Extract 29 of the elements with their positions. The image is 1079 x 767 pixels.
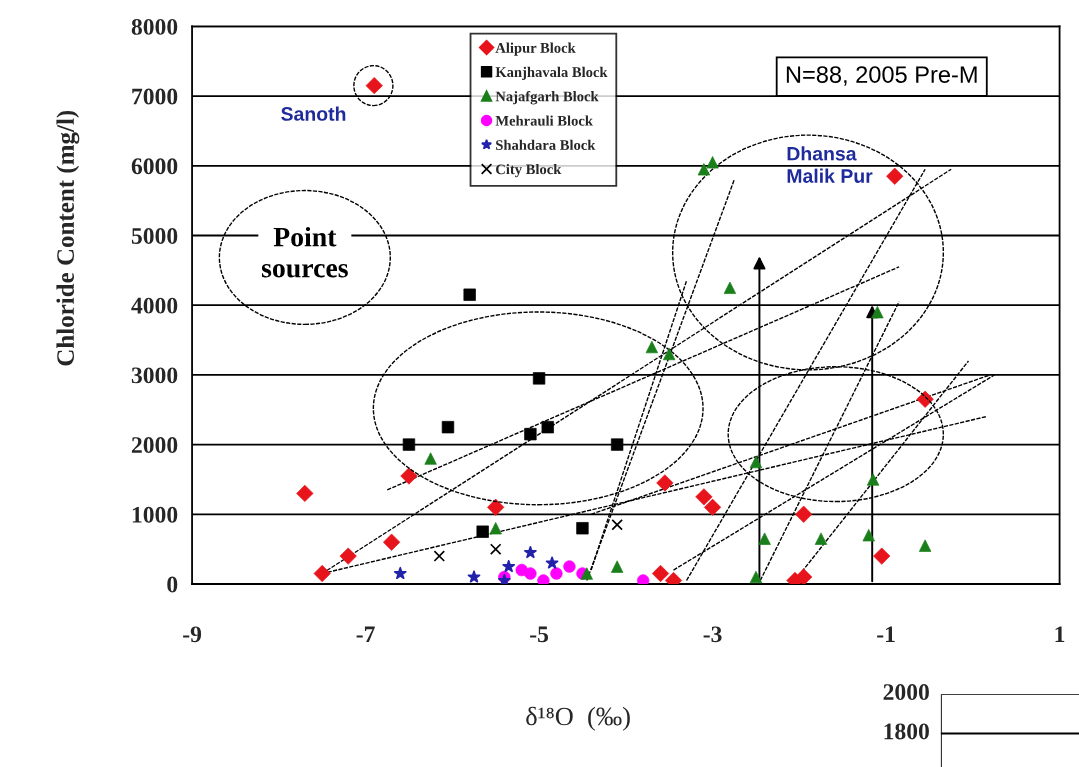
y-tick-label: 8000 — [131, 18, 178, 35]
x-tick-label: -5 — [530, 626, 549, 643]
x-tick-label: -1 — [877, 626, 895, 643]
annotation: Point sources — [261, 226, 348, 278]
y-tick-label: 5000 — [131, 227, 178, 244]
x-tick-label: 1 — [1055, 626, 1065, 643]
legend-label: Najafgarh Block — [495, 90, 599, 105]
text: 2000 — [883, 684, 929, 701]
y-tick-label: 1000 — [132, 506, 178, 523]
x-tick-label: -3 — [703, 626, 722, 643]
y-tick-label: 0 — [167, 576, 178, 593]
legend-label: City Block — [496, 163, 562, 178]
y-tick-label: 7000 — [132, 88, 178, 105]
y-axis-title: Chloride Content (mg/l) — [56, 110, 80, 366]
x-tick-label: -7 — [356, 626, 375, 643]
annotation: Sanoth — [281, 106, 346, 121]
annotation: Dhansa Malik Pur — [787, 146, 873, 183]
text: 1800 — [884, 723, 929, 740]
x-axis-title: δ¹⁸O (‰) — [526, 706, 630, 731]
x-tick-label: -9 — [183, 626, 202, 643]
y-tick-label: 4000 — [131, 297, 178, 314]
legend-label: Kanjhavala Block — [495, 66, 608, 80]
legend-label: Mehrauli Block — [495, 115, 593, 126]
y-tick-label: 6000 — [131, 158, 178, 175]
annotation: N=88, 2005 Pre-M — [786, 66, 977, 86]
y-tick-label: 2000 — [131, 437, 178, 454]
legend-label: Alipur Block — [495, 42, 576, 56]
legend-label: Shahdara Block — [496, 139, 596, 150]
y-tick-label: 3000 — [131, 367, 178, 384]
